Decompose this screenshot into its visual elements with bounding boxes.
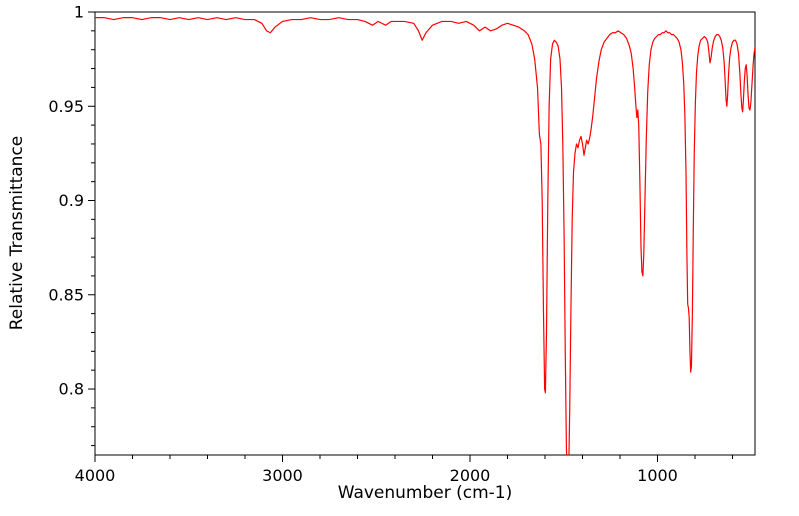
spectrum-line — [95, 17, 755, 455]
y-tick-label: 0.85 — [48, 285, 84, 304]
x-tick-label: 3000 — [262, 466, 303, 485]
x-tick-label: 1000 — [637, 466, 678, 485]
y-tick-label: 0.9 — [59, 191, 84, 210]
y-tick-label: 0.8 — [59, 380, 84, 399]
x-tick-label: 4000 — [75, 466, 116, 485]
plot-frame — [94, 11, 756, 456]
x-axis-title: Wavenumber (cm-1) — [337, 483, 513, 503]
y-tick-label: 1 — [74, 3, 84, 22]
x-tick-label: 2000 — [450, 466, 491, 485]
y-axis-title: Relative Transmittance — [7, 135, 27, 331]
y-tick-label: 0.95 — [48, 97, 84, 116]
